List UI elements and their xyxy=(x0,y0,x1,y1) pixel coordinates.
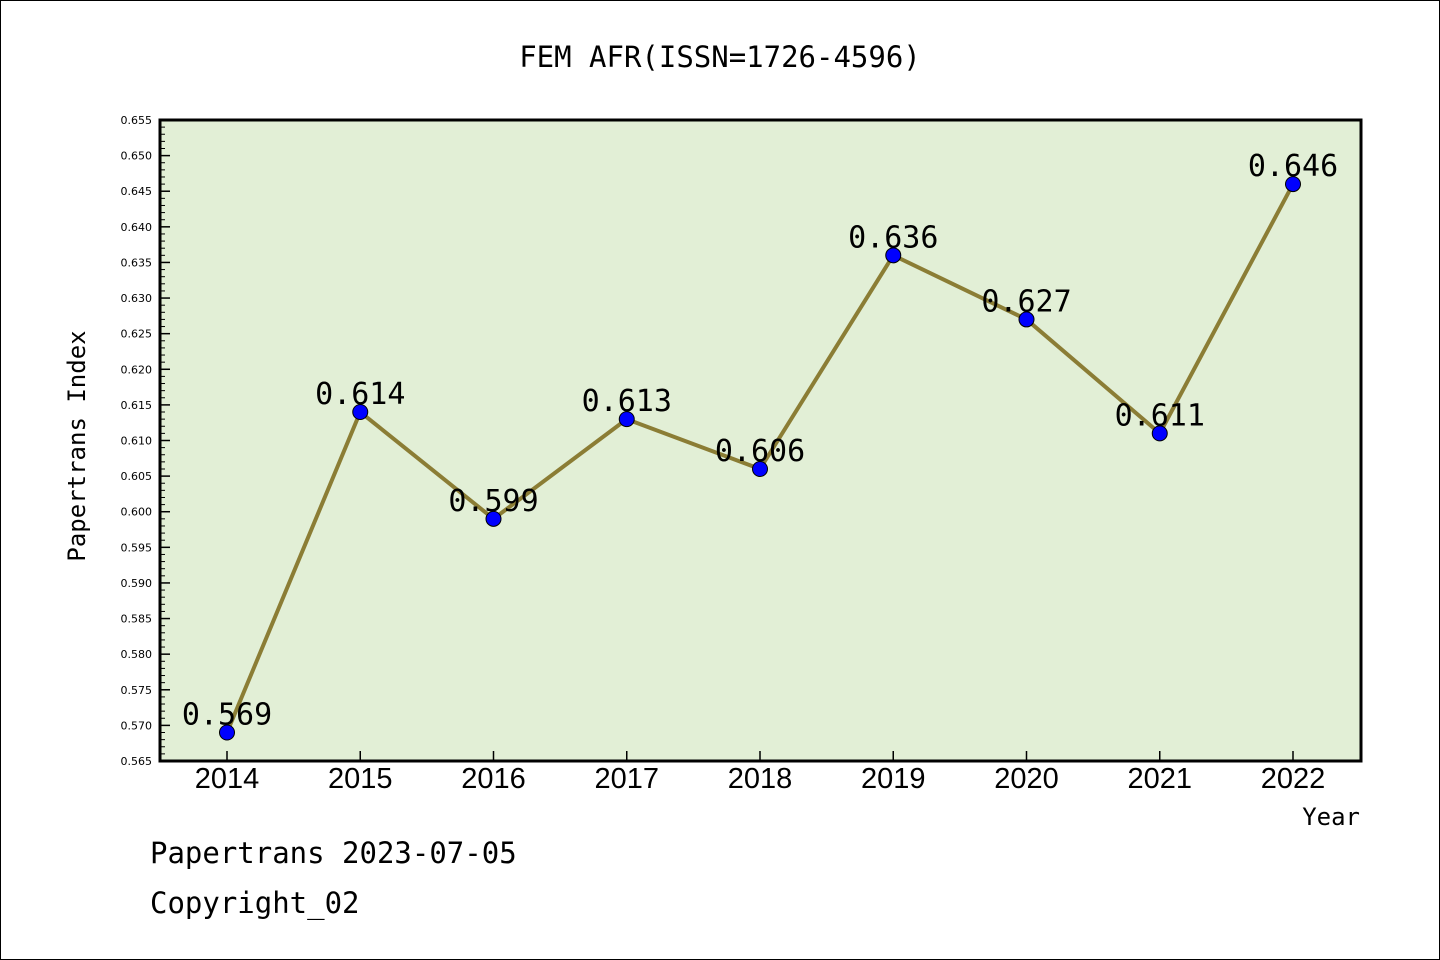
data-point xyxy=(1151,425,1168,442)
y-tick-label: 0.620 xyxy=(121,363,153,376)
y-tick-label: 0.600 xyxy=(121,506,153,519)
y-axis-label: Papertrans Index xyxy=(63,330,91,561)
data-point xyxy=(352,404,369,421)
y-tick-label: 0.585 xyxy=(121,613,153,626)
x-tick-label: 2015 xyxy=(328,763,393,795)
x-axis-label: Year xyxy=(1302,803,1360,831)
chart-title: FEM AFR(ISSN=1726-4596) xyxy=(519,40,921,74)
y-tick-label: 0.610 xyxy=(121,435,153,448)
y-tick-label: 0.645 xyxy=(121,185,153,198)
y-tick-label: 0.580 xyxy=(121,648,153,661)
footer-source: Papertrans 2023-07-05 xyxy=(150,836,517,870)
data-point xyxy=(1018,311,1035,328)
y-tick-label: 0.565 xyxy=(121,755,153,768)
y-tick-label: 0.630 xyxy=(121,292,153,305)
x-tick-label: 2019 xyxy=(861,763,926,795)
y-tick-label: 0.570 xyxy=(121,719,153,732)
y-tick-label: 0.655 xyxy=(121,114,153,127)
data-label: 0.606 xyxy=(715,434,805,469)
y-tick-label: 0.575 xyxy=(121,684,153,697)
data-label: 0.646 xyxy=(1248,149,1338,184)
y-tick-label: 0.595 xyxy=(121,541,153,554)
data-point xyxy=(485,510,502,527)
series-line-group xyxy=(219,176,1301,741)
data-point xyxy=(219,724,235,741)
data-label: 0.614 xyxy=(315,377,405,412)
data-label: 0.636 xyxy=(848,220,938,255)
data-label: 0.611 xyxy=(1115,398,1205,433)
y-axis: 0.565 0.570 0.575 0.580 0.585 0.590 0.595 0.600… xyxy=(121,114,170,768)
data-point xyxy=(1285,176,1301,193)
footer-copyright: Copyright_02 xyxy=(150,886,360,920)
y-tick-label: 0.605 xyxy=(121,470,153,483)
x-tick-label: 2021 xyxy=(1127,763,1192,795)
x-tick-label: 2020 xyxy=(994,763,1059,795)
data-label: 0.613 xyxy=(582,384,672,419)
x-tick-label: 2022 xyxy=(1261,763,1326,795)
y-tick-label: 0.650 xyxy=(121,150,153,163)
x-axis: 2014 2015 2016 2017 2018 2019 2020 2021 2022 xyxy=(195,751,1326,795)
x-tick-label: 2017 xyxy=(594,763,659,795)
data-label: 0.569 xyxy=(182,698,272,733)
data-point xyxy=(885,247,902,264)
y-tick-label: 0.625 xyxy=(121,328,153,341)
y-tick-label: 0.615 xyxy=(121,399,153,412)
x-tick-label: 2014 xyxy=(195,763,260,795)
data-label-group: 0.569 0.614 0.599 0.613 0.606 0.636 0.627 0.611… xyxy=(182,149,1338,732)
x-tick-label: 2016 xyxy=(461,763,526,795)
data-label: 0.627 xyxy=(981,284,1071,319)
y-tick-label: 0.640 xyxy=(121,221,153,234)
y-tick-label: 0.635 xyxy=(121,256,153,269)
data-label: 0.599 xyxy=(448,484,538,519)
data-point xyxy=(618,411,635,428)
x-tick-label: 2018 xyxy=(728,763,793,795)
data-point xyxy=(752,460,768,477)
y-tick-label: 0.590 xyxy=(121,577,153,590)
